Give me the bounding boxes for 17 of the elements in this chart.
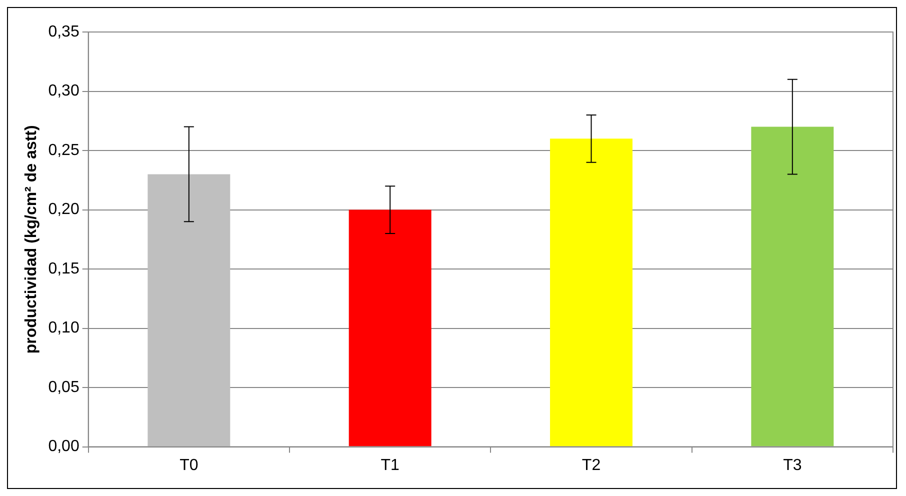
bar [148, 174, 230, 446]
x-tick-label: T0 [180, 456, 198, 474]
y-tick-label: 0,00 [48, 438, 80, 456]
y-tick-label: 0,20 [48, 201, 80, 218]
y-tick-label: 0,05 [48, 378, 80, 396]
bar [348, 210, 432, 446]
bar [751, 126, 834, 446]
bar [550, 138, 632, 446]
x-tick-label: T1 [380, 456, 400, 474]
y-tick-label: 0,35 [48, 23, 80, 40]
y-tick-label: 0,15 [48, 260, 80, 278]
y-tick-label: 0,30 [48, 82, 80, 100]
y-tick-label: 0,25 [48, 142, 80, 159]
y-tick-label: 0,10 [48, 320, 80, 337]
x-tick-label: T3 [783, 456, 802, 474]
x-tick-label: T2 [582, 456, 601, 474]
y-axis-title: productividad (kg/cm² de astt) [23, 125, 40, 354]
